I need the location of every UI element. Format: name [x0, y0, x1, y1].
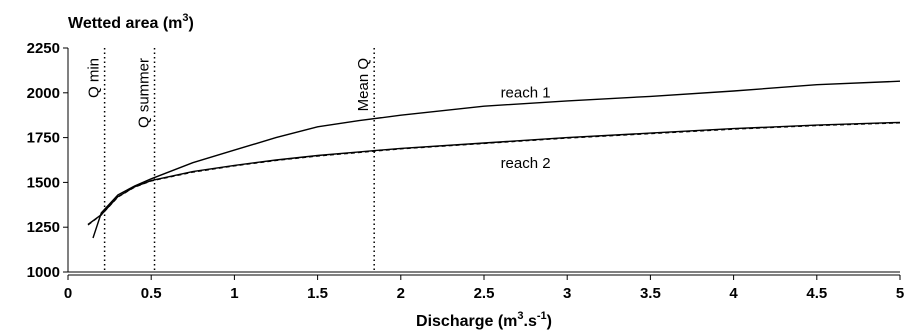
- series-label: reach 2: [501, 155, 551, 172]
- x-tick-label: 4.5: [806, 285, 827, 302]
- series-line: [93, 81, 900, 238]
- x-tick-label: 3: [563, 285, 571, 302]
- x-tick-label: 2: [397, 285, 405, 302]
- axes: 1000 1250 1500 1750 2000 2250 0 0.5 1 1.5 2 2.5 3 3.5…: [27, 40, 905, 302]
- y-tick-label: 1000: [27, 264, 60, 281]
- x-tick-label: 4: [729, 285, 738, 302]
- x-tick-label: 0.5: [141, 285, 162, 302]
- series-line: [88, 123, 900, 225]
- x-tick-label: 5: [896, 285, 904, 302]
- y-tick-label: 1750: [27, 130, 60, 147]
- reference-line-label: Q summer: [136, 58, 153, 128]
- x-tick-label: 1.5: [307, 285, 328, 302]
- x-tick-label: 3.5: [640, 285, 661, 302]
- x-tick-label: 1: [230, 285, 238, 302]
- y-tick-label: 1500: [27, 174, 60, 191]
- x-axis-title: Discharge (m3.s-1): [416, 310, 552, 330]
- y-tick-label: 2250: [27, 40, 60, 57]
- series-label: reach 1: [501, 84, 551, 101]
- reference-lines: Q min Q summer Mean Q: [86, 48, 375, 272]
- x-tick-label: 2.5: [474, 285, 495, 302]
- y-tick-label: 2000: [27, 85, 60, 102]
- y-tick-label: 1250: [27, 219, 60, 236]
- reference-line-label: Mean Q: [355, 58, 372, 111]
- series-line: [88, 122, 900, 224]
- x-tick-label: 0: [64, 285, 72, 302]
- reference-line-label: Q min: [86, 58, 103, 98]
- annotation-labels: reach 1 reach 2: [501, 84, 551, 172]
- y-axis-title: Wetted area (m3): [68, 12, 194, 32]
- series-group: [88, 81, 900, 238]
